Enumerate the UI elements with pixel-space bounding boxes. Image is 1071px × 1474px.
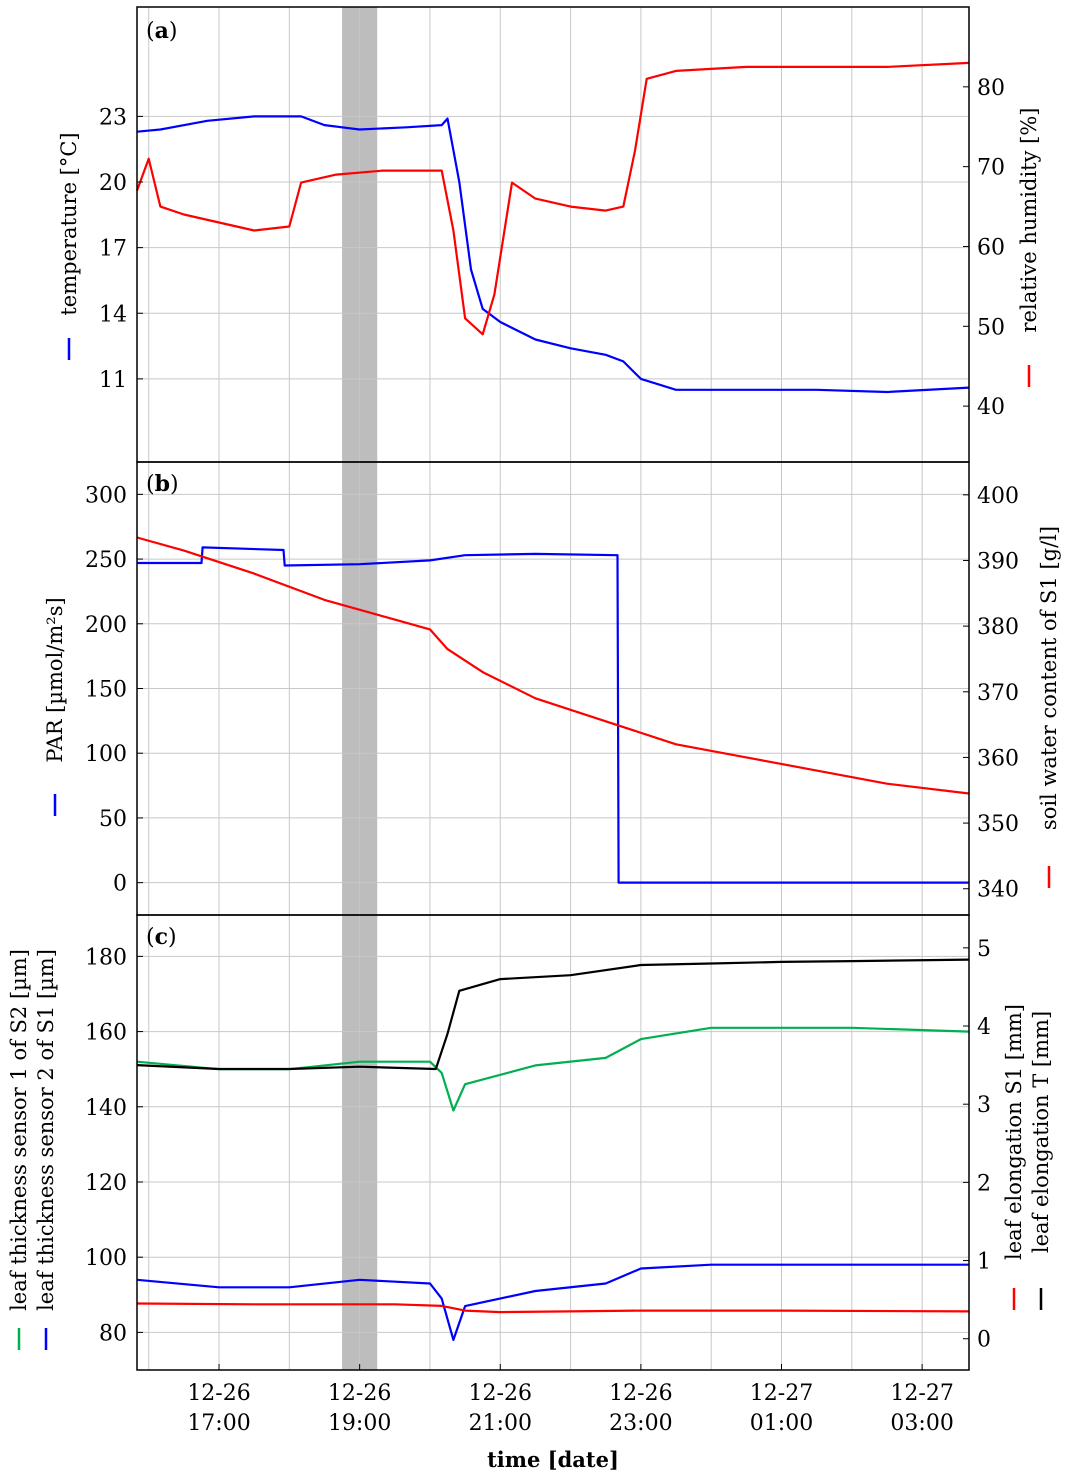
tick-label-right: 2 [977, 1171, 991, 1196]
tick-label-left: 150 [85, 678, 127, 703]
leaf-elongation-s1-label-text: leaf elongation S1 [mm] [1002, 1004, 1026, 1260]
tick-label-right: 3 [977, 1093, 991, 1118]
tick-label-left: 50 [99, 807, 127, 832]
panel-frame [136, 914, 970, 1371]
tick-label-x-time: 23:00 [609, 1411, 672, 1436]
leaf-thickness-2-label-text: leaf thickness sensor 2 of S1 [µm] [34, 949, 58, 1311]
panel-label-a: (a) [146, 18, 177, 44]
leaf-elongation-t-label-text: leaf elongation T [mm] [1029, 1011, 1053, 1253]
tick-label-left: 20 [99, 171, 127, 196]
tick-label-x-date: 12-26 [609, 1381, 672, 1406]
panel-label-b: (b) [146, 471, 179, 497]
series-line-panel1-1 [136, 115, 970, 394]
tick-label-left: 300 [85, 483, 127, 508]
tick-labels: 1114172023405060708005010015020025030034… [85, 76, 1019, 1436]
tick-label-left: 0 [113, 872, 127, 897]
grid [137, 7, 969, 1370]
series-line-panel3-2 [136, 1263, 969, 1341]
x-axis-label: time [date] [487, 1447, 619, 1472]
y-axis-label-leaf-elongation: leaf elongation S1 [mm] leaf elongation … [1002, 1004, 1053, 1310]
tick-label-x-date: 12-26 [187, 1381, 250, 1406]
tick-label-right: 5 [977, 937, 991, 962]
tick-label-right: 350 [977, 812, 1019, 837]
tick-label-right: 70 [977, 156, 1005, 181]
temperature-label-text: temperature [°C] [57, 132, 81, 315]
tick-label-x-time: 17:00 [187, 1411, 250, 1436]
y-axis-label-leaf-thickness: leaf thickness sensor 1 of S2 [µm] leaf … [7, 949, 58, 1350]
soil-water-label-text: soil water content of S1 [g/l] [1037, 526, 1061, 830]
tick-label-left: 200 [85, 613, 127, 638]
tick-label-left: 160 [85, 1021, 127, 1046]
tick-label-right: 60 [977, 235, 1005, 260]
tick-label-x-date: 12-27 [890, 1381, 953, 1406]
tick-label-right: 40 [977, 395, 1005, 420]
series-line-panel1-2 [135, 61, 970, 336]
series-line-panel2-2 [136, 536, 970, 795]
tick-label-left: 250 [85, 548, 127, 573]
tick-label-x-time: 21:00 [469, 1411, 532, 1436]
tick-label-x-date: 12-26 [328, 1381, 391, 1406]
tick-label-left: 17 [99, 237, 127, 262]
tick-label-right: 50 [977, 315, 1005, 340]
tick-label-left: 120 [85, 1171, 127, 1196]
tick-label-right: 370 [977, 681, 1019, 706]
y-axis-label-temperature: temperature [°C] [57, 132, 81, 360]
tick-label-right: 390 [977, 549, 1019, 574]
tick-label-left: 80 [99, 1321, 127, 1346]
tick-label-left: 140 [85, 1096, 127, 1121]
leaf-thickness-1-label-text: leaf thickness sensor 1 of S2 [µm] [7, 949, 31, 1311]
series-line-panel3-4 [136, 958, 970, 1071]
y-axis-label-humidity: relative humidity [%] [1017, 108, 1041, 387]
tick-label-x-date: 12-27 [750, 1381, 813, 1406]
panel-frame [136, 6, 970, 463]
tick-label-left: 23 [99, 105, 127, 130]
tick-label-right: 0 [977, 1328, 991, 1353]
series-lines [135, 61, 970, 1341]
tick-label-right: 4 [977, 1015, 991, 1040]
series-line-panel3-1 [136, 1026, 970, 1112]
tick-label-right: 1 [977, 1250, 991, 1275]
series-line-panel2-1 [137, 546, 969, 884]
tick-label-right: 380 [977, 615, 1019, 640]
tick-label-right: 400 [977, 484, 1019, 509]
tick-label-left: 11 [99, 368, 127, 393]
y-axis-label-soil-water: soil water content of S1 [g/l] [1037, 526, 1061, 888]
par-label-text: PAR [µmol/m²s] [43, 597, 67, 762]
panel-label-c: (c) [146, 924, 177, 950]
tick-label-left: 14 [99, 302, 127, 327]
tick-label-x-time: 01:00 [750, 1411, 813, 1436]
humidity-label-text: relative humidity [%] [1017, 108, 1041, 333]
tick-label-x-time: 19:00 [328, 1411, 391, 1436]
tick-label-x-date: 12-26 [469, 1381, 532, 1406]
series-line-panel3-3 [136, 1302, 970, 1314]
tick-label-x-time: 03:00 [890, 1411, 953, 1436]
tick-label-left: 100 [85, 1246, 127, 1271]
tick-label-right: 360 [977, 746, 1019, 771]
tick-label-left: 180 [85, 945, 127, 970]
y-axis-label-par: PAR [µmol/m²s] [43, 597, 67, 816]
tick-label-right: 80 [977, 76, 1005, 101]
tick-label-left: 100 [85, 742, 127, 767]
tick-label-right: 340 [977, 878, 1019, 903]
